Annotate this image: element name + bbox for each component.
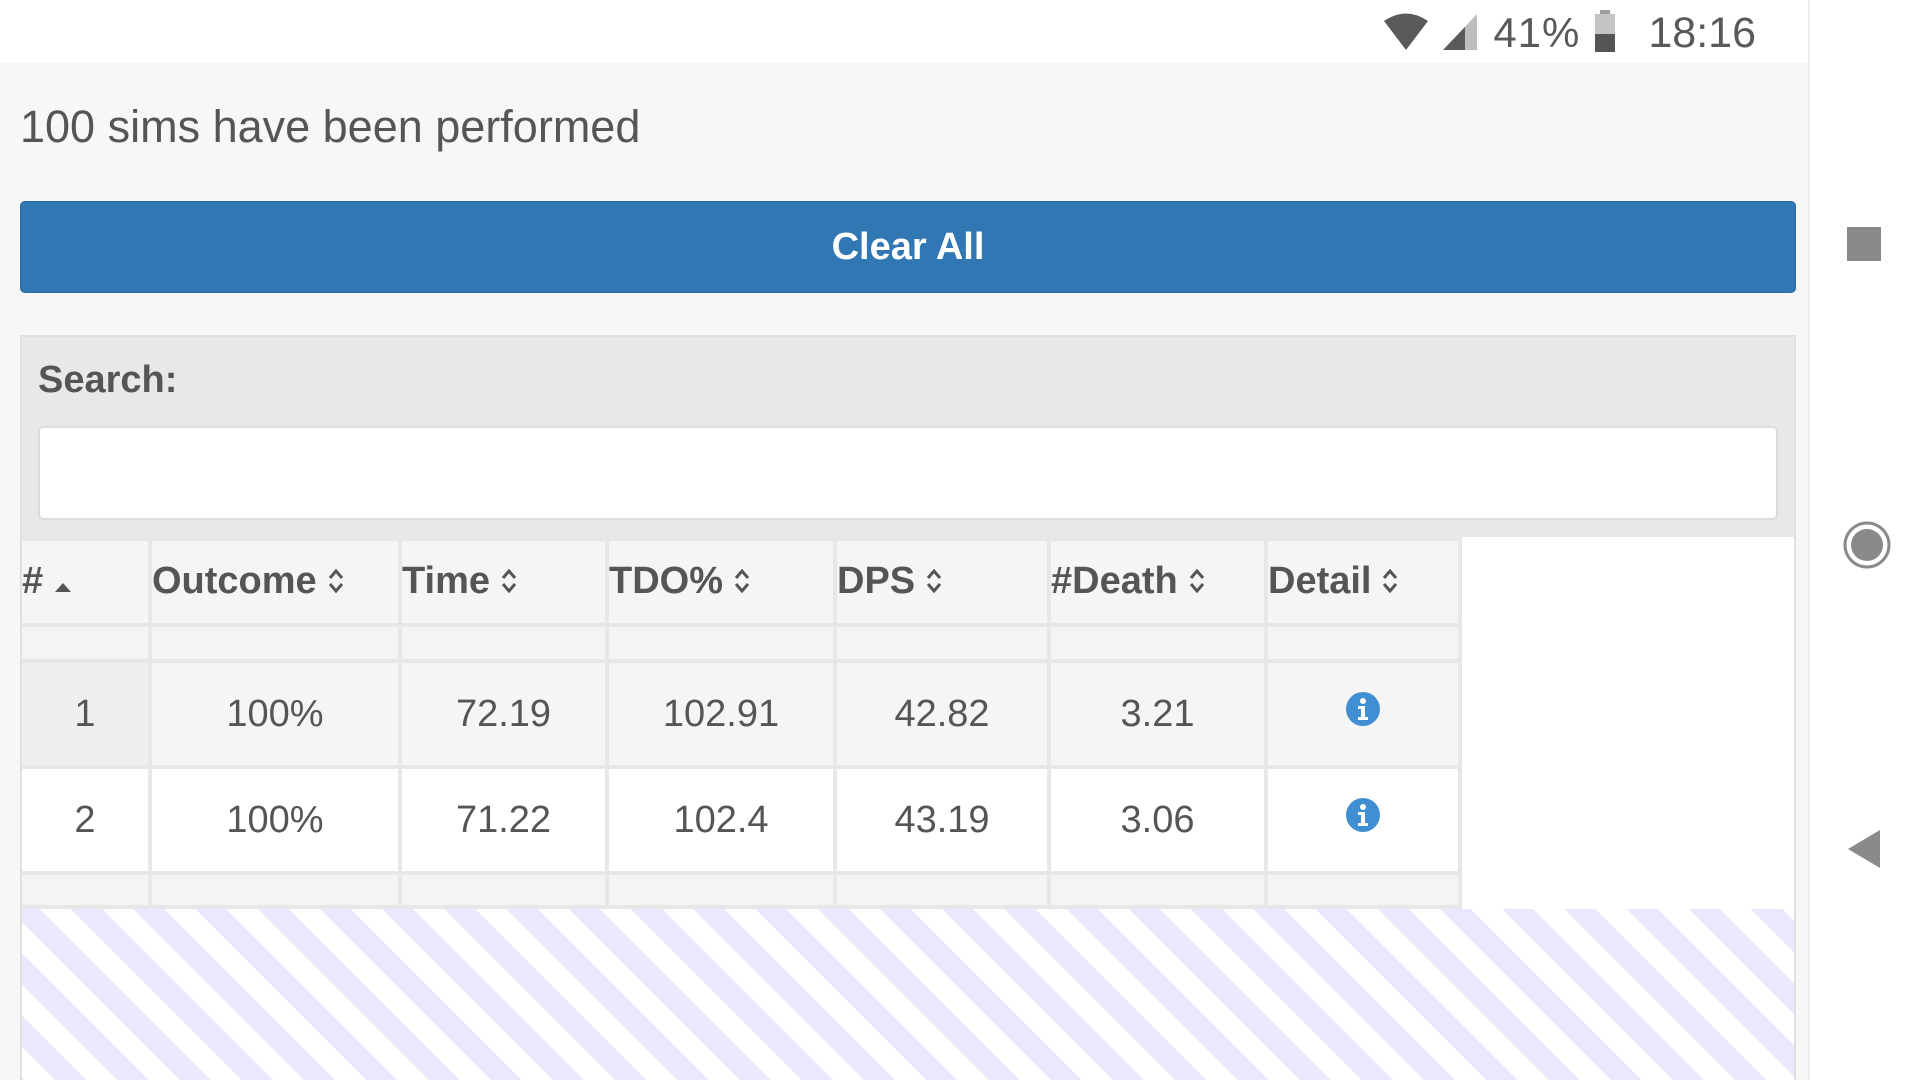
sort-icon	[500, 561, 518, 604]
table-filter-row	[22, 627, 1458, 659]
sort-asc-icon	[53, 561, 73, 604]
info-icon[interactable]	[1345, 797, 1381, 843]
wifi-icon	[1383, 12, 1429, 55]
footer-cell	[1268, 875, 1458, 905]
results-table: # Outcome Time TDO% DPS #Death Detail 1 …	[22, 537, 1462, 909]
footer-cell	[1051, 875, 1264, 905]
clock: 18:16	[1648, 8, 1756, 57]
nav-home-icon[interactable]	[1842, 520, 1892, 575]
table-row: 1 100% 72.19 102.91 42.82 3.21	[22, 663, 1458, 765]
outcome-cell: 100%	[152, 769, 398, 871]
search-area: Search:	[22, 337, 1794, 537]
results-table-panel: Search: # Outcome Time TDO% DPS #Death D…	[20, 335, 1796, 1080]
tdo-cell: 102.4	[609, 769, 833, 871]
battery-icon	[1594, 9, 1616, 57]
sort-icon	[733, 561, 751, 604]
battery-percent: 41%	[1493, 9, 1581, 56]
navigation-bar	[1808, 0, 1920, 1080]
detail-cell	[1268, 663, 1458, 765]
search-label: Search:	[38, 359, 178, 401]
sort-icon	[1381, 561, 1399, 604]
row-number: 2	[22, 769, 148, 871]
filter-cell	[1051, 627, 1264, 659]
search-input[interactable]	[38, 426, 1778, 520]
footer-cell	[402, 875, 605, 905]
sort-icon	[327, 561, 345, 604]
filter-cell	[22, 627, 148, 659]
column-header-number[interactable]: #	[22, 541, 148, 623]
status-bar: 41% 18:16	[0, 0, 1808, 63]
main-panel: 100 sims have been performed Clear All S…	[0, 63, 1808, 1080]
column-header-outcome[interactable]: Outcome	[152, 541, 398, 623]
signal-icon	[1443, 12, 1479, 55]
filter-cell	[402, 627, 605, 659]
column-header-detail[interactable]: Detail	[1268, 541, 1458, 623]
sort-icon	[1188, 561, 1206, 604]
row-number: 1	[22, 663, 148, 765]
footer-cell	[837, 875, 1047, 905]
column-header-time[interactable]: Time	[402, 541, 605, 623]
hatched-background	[22, 909, 1794, 1080]
outcome-cell: 100%	[152, 663, 398, 765]
table-row: 2 100% 71.22 102.4 43.19 3.06	[22, 769, 1458, 871]
tdo-cell: 102.91	[609, 663, 833, 765]
info-icon[interactable]	[1345, 691, 1381, 737]
dps-cell: 42.82	[837, 663, 1047, 765]
filter-cell	[837, 627, 1047, 659]
time-cell: 72.19	[402, 663, 605, 765]
column-header-tdo[interactable]: TDO%	[609, 541, 833, 623]
time-cell: 71.22	[402, 769, 605, 871]
table-footer-row	[22, 875, 1458, 905]
dps-cell: 43.19	[837, 769, 1047, 871]
footer-cell	[22, 875, 148, 905]
column-header-dps[interactable]: DPS	[837, 541, 1047, 623]
nav-back-icon[interactable]	[1846, 828, 1882, 875]
filter-cell	[152, 627, 398, 659]
table-header-row: # Outcome Time TDO% DPS #Death Detail	[22, 541, 1458, 623]
filter-cell	[609, 627, 833, 659]
column-header-death[interactable]: #Death	[1051, 541, 1264, 623]
nav-recents-icon[interactable]	[1846, 226, 1882, 267]
footer-cell	[152, 875, 398, 905]
filter-cell	[1268, 627, 1458, 659]
footer-cell	[609, 875, 833, 905]
death-cell: 3.06	[1051, 769, 1264, 871]
sort-icon	[925, 561, 943, 604]
clear-all-button[interactable]: Clear All	[20, 201, 1796, 293]
detail-cell	[1268, 769, 1458, 871]
death-cell: 3.21	[1051, 663, 1264, 765]
sims-count-text: 100 sims have been performed	[20, 101, 641, 152]
status-indicators: 41% 18:16	[1383, 8, 1756, 58]
